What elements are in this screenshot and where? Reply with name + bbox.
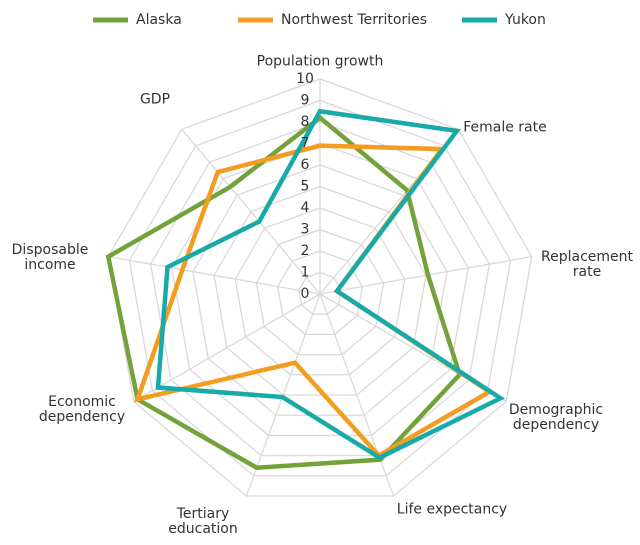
- legend-label: Northwest Territories: [281, 12, 427, 28]
- grid-ring: [255, 228, 385, 356]
- axis-label: Life expectancy: [396, 501, 508, 518]
- r-tick-label: 10: [296, 71, 314, 87]
- r-tick-label: 6: [301, 157, 310, 173]
- axis-label: Tertiary education: [168, 506, 238, 537]
- series-line: [155, 108, 506, 461]
- r-tick-label: 5: [301, 179, 310, 195]
- grid-ring: [107, 78, 533, 497]
- grid-ring: [298, 271, 342, 315]
- r-tick-label: 4: [301, 200, 310, 216]
- spoke: [133, 293, 321, 403]
- spoke: [108, 256, 321, 295]
- r-tick-label: 1: [301, 265, 310, 281]
- r-tick-label: 2: [301, 243, 310, 259]
- r-tick-label: 3: [301, 222, 310, 238]
- r-tick-label: 9: [301, 93, 310, 109]
- grid-ring: [234, 207, 406, 376]
- legend-label: Alaska: [136, 12, 182, 28]
- spoke: [319, 293, 395, 497]
- r-tick-label: 0: [301, 286, 310, 302]
- axis-label: Economic dependency: [38, 394, 126, 425]
- spoke: [181, 128, 321, 295]
- axis-label: Population growth: [256, 53, 384, 70]
- axis-label: Replacement rate: [541, 249, 633, 280]
- grid-ring: [276, 250, 364, 336]
- grid-ring: [213, 185, 427, 396]
- axis-label: Disposable income: [11, 242, 89, 273]
- grid-ring: [128, 99, 512, 477]
- axis-label: Female rate: [463, 119, 547, 136]
- grid-ring: [192, 164, 448, 416]
- r-tick-label: 7: [301, 136, 310, 152]
- r-tick-label: 8: [301, 114, 310, 130]
- axis-label: Demographic dependency: [508, 402, 604, 433]
- series-line: [105, 114, 463, 471]
- axis-label: GDP: [139, 91, 171, 108]
- legend-label: Yukon: [504, 12, 546, 28]
